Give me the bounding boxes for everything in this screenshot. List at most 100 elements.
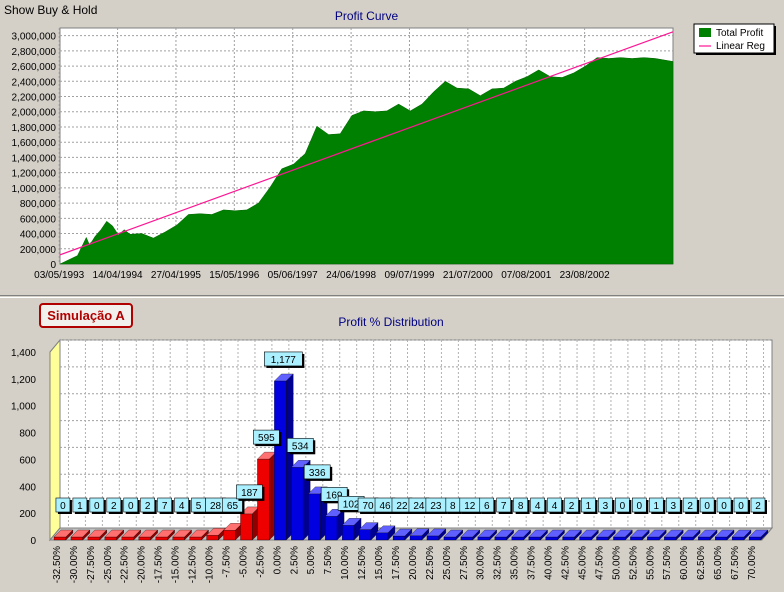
value-label-box — [513, 497, 528, 513]
x-tick-label: 17.50% — [391, 546, 402, 580]
bar-front — [460, 536, 473, 541]
bar-front — [392, 535, 406, 541]
bar-front — [477, 536, 490, 541]
legend: Total Profit Linear Reg — [693, 23, 776, 55]
bar-side — [659, 529, 667, 541]
value-label--15.00%: 4 — [174, 497, 191, 514]
value-label-box — [303, 464, 331, 480]
bar-side — [184, 529, 192, 541]
y-tick-label: 1,600,000 — [12, 138, 57, 149]
y-tick-label: 200 — [19, 509, 36, 520]
value-label-57.50%: 3 — [665, 497, 683, 514]
value-label-box — [581, 497, 596, 513]
value-label--2.50%: 595 — [253, 429, 282, 447]
value-label-box — [615, 497, 630, 513]
y-tick-label: 1,200 — [11, 375, 36, 386]
value-label-text: 0 — [128, 501, 134, 512]
bar-front — [426, 535, 439, 541]
bar-35.00% — [511, 529, 531, 541]
bar-front — [596, 536, 609, 541]
value-label--7.50%: 65 — [222, 497, 245, 514]
bar-front — [70, 536, 83, 541]
x-tick-label: 2.50% — [289, 546, 300, 574]
bar-side — [167, 529, 175, 541]
bar-27.50% — [460, 529, 481, 541]
total-profit-area — [59, 57, 674, 265]
x-tick-label: 14/04/1994 — [93, 270, 143, 281]
x-tick-label: 23/08/2002 — [560, 270, 610, 281]
x-tick-label: 60.00% — [679, 546, 690, 580]
bar-front — [104, 536, 117, 541]
bar-40.00% — [545, 529, 565, 541]
bar-front — [511, 536, 524, 541]
value-label-box — [665, 497, 681, 513]
legend-swatch-total-profit — [699, 28, 711, 37]
x-tick-label: 03/05/1993 — [34, 270, 84, 281]
x-tick-label: 42.50% — [561, 546, 572, 580]
value-label-67.50%: 0 — [733, 497, 751, 514]
bar-side — [116, 529, 124, 541]
value-label-box — [716, 497, 732, 513]
bar-side — [676, 529, 684, 541]
value-label-30.00%: 6 — [479, 497, 496, 514]
value-label--30.00%: 1 — [72, 497, 89, 514]
value-label-40.00%: 4 — [547, 497, 564, 514]
bar-side — [692, 529, 701, 541]
x-tick-label: -10.00% — [205, 546, 216, 583]
value-label-text: 1 — [586, 501, 592, 512]
x-tick-label: 10.00% — [340, 546, 351, 580]
value-label-box — [632, 497, 647, 513]
bar-25.00% — [443, 529, 464, 541]
bar-side — [608, 529, 616, 541]
bar-side — [523, 529, 531, 541]
value-label-text: 3 — [670, 501, 676, 512]
bar-67.50% — [731, 529, 752, 541]
value-label--20.00%: 2 — [140, 497, 157, 514]
bar-front — [528, 536, 541, 541]
y-tick-label: 800,000 — [20, 199, 57, 210]
x-tick-label: 15.00% — [374, 546, 385, 580]
value-label-box — [264, 351, 303, 367]
y-tick-label: 2,800,000 — [12, 47, 57, 58]
value-label-text: 2 — [145, 501, 151, 512]
bar-front — [121, 536, 134, 541]
value-label--17.50%: 7 — [157, 497, 174, 514]
value-label-box — [174, 497, 189, 513]
bar-front — [409, 535, 423, 541]
bar-front — [53, 536, 67, 541]
bar-17.50% — [392, 528, 413, 541]
bar--32.50% — [53, 529, 74, 541]
value-label-box — [55, 497, 71, 513]
x-tick-label: 15/05/1996 — [209, 270, 259, 281]
value-label-text: 2 — [569, 501, 575, 512]
y-tick-label: 1,200,000 — [12, 169, 57, 180]
section-divider — [0, 295, 784, 298]
bar-front — [189, 536, 202, 541]
bar-front — [155, 536, 168, 541]
x-tick-label: 20.00% — [408, 546, 419, 580]
value-label-box — [72, 497, 88, 513]
bar--12.50% — [189, 529, 209, 541]
bar-front — [342, 525, 355, 541]
value-label--25.00%: 2 — [106, 497, 123, 514]
bar-front — [172, 536, 185, 541]
bar-65.00% — [714, 529, 735, 541]
show-buy-hold-label[interactable]: Show Buy & Hold — [4, 3, 98, 17]
bar-front — [613, 536, 626, 541]
bar-12.50% — [358, 522, 379, 541]
x-tick-label: -27.50% — [86, 546, 97, 583]
value-label-32.50%: 7 — [496, 497, 513, 514]
value-label-box — [699, 497, 715, 513]
x-tick-label: -15.00% — [171, 546, 182, 583]
bar-50.00% — [613, 529, 633, 541]
bar--27.50% — [87, 529, 108, 541]
value-label-text: 2 — [687, 501, 693, 512]
x-tick-label: 55.00% — [645, 546, 656, 580]
value-label-50.00%: 0 — [615, 497, 632, 514]
x-tick-label: 67.50% — [730, 546, 741, 580]
value-label-text: 0 — [721, 501, 727, 512]
bar-side — [65, 529, 74, 541]
bar-front — [206, 535, 219, 541]
value-label-text: 336 — [309, 468, 326, 479]
value-label-text: 595 — [258, 433, 275, 444]
